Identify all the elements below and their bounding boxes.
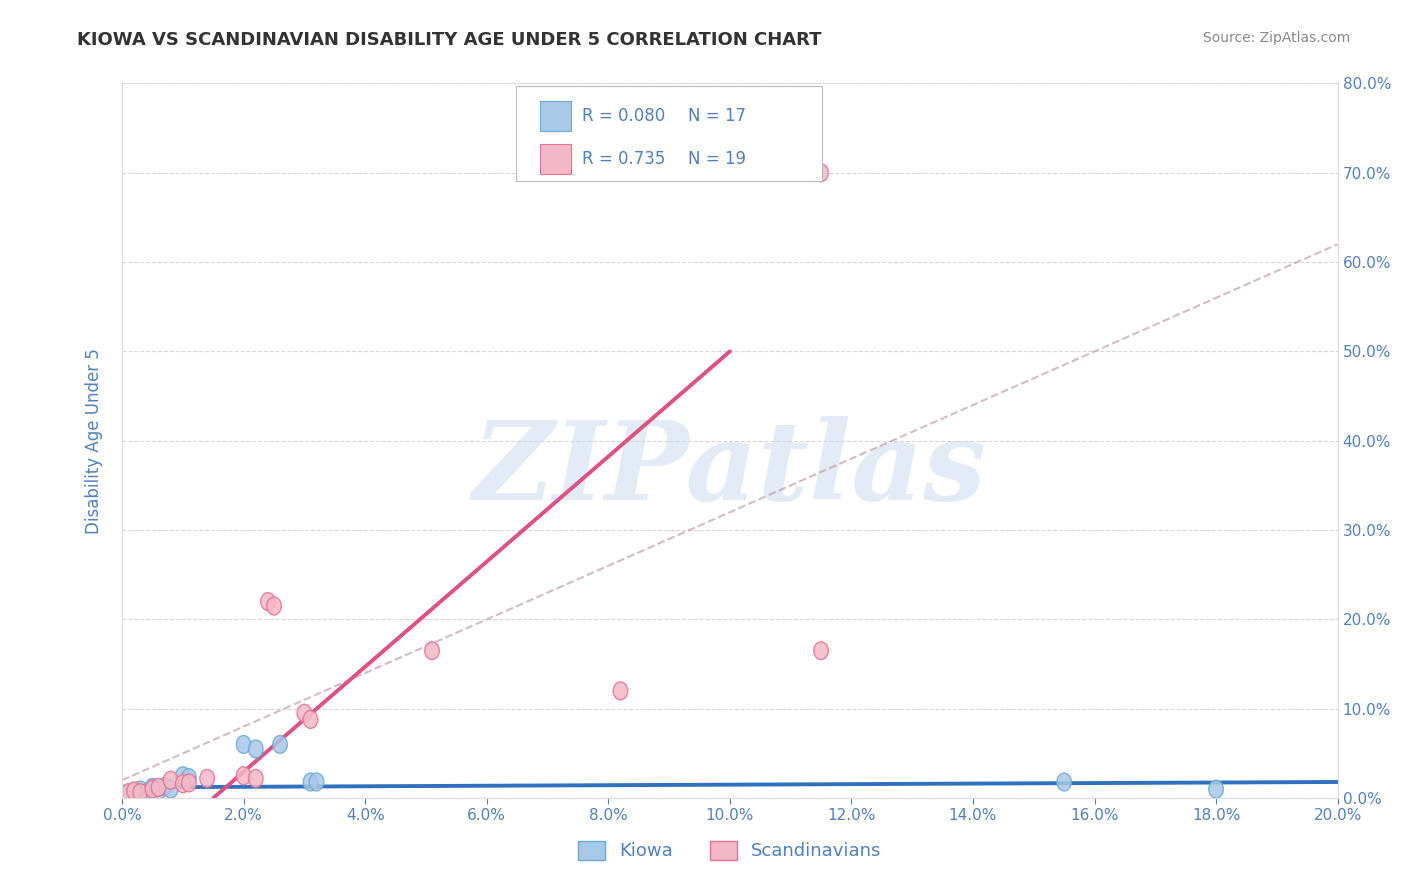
Ellipse shape	[236, 767, 250, 785]
Ellipse shape	[176, 767, 190, 785]
Ellipse shape	[139, 784, 153, 802]
Ellipse shape	[249, 740, 263, 758]
Ellipse shape	[152, 782, 166, 800]
Ellipse shape	[613, 682, 627, 700]
Ellipse shape	[236, 736, 250, 754]
Text: KIOWA VS SCANDINAVIAN DISABILITY AGE UNDER 5 CORRELATION CHART: KIOWA VS SCANDINAVIAN DISABILITY AGE UND…	[77, 31, 823, 49]
Ellipse shape	[260, 592, 276, 610]
Text: R = 0.080: R = 0.080	[582, 107, 665, 125]
Ellipse shape	[814, 641, 828, 659]
Ellipse shape	[134, 781, 148, 799]
Ellipse shape	[127, 782, 142, 800]
Ellipse shape	[163, 780, 179, 798]
Ellipse shape	[297, 705, 312, 723]
Ellipse shape	[304, 773, 318, 791]
Ellipse shape	[181, 774, 197, 792]
Ellipse shape	[121, 785, 135, 803]
Ellipse shape	[121, 784, 135, 802]
Ellipse shape	[273, 736, 287, 754]
Ellipse shape	[145, 780, 160, 798]
Ellipse shape	[152, 779, 166, 797]
Legend: Kiowa, Scandinavians: Kiowa, Scandinavians	[571, 834, 889, 868]
Ellipse shape	[267, 597, 281, 615]
Ellipse shape	[176, 775, 190, 793]
Ellipse shape	[249, 770, 263, 788]
Ellipse shape	[814, 164, 828, 182]
Ellipse shape	[163, 772, 179, 789]
Text: N = 17: N = 17	[688, 107, 745, 125]
Ellipse shape	[1209, 780, 1223, 798]
Ellipse shape	[309, 773, 323, 791]
Ellipse shape	[134, 784, 148, 802]
Ellipse shape	[181, 769, 197, 787]
Ellipse shape	[145, 779, 160, 797]
Ellipse shape	[1057, 773, 1071, 791]
Ellipse shape	[127, 783, 142, 801]
Text: N = 19: N = 19	[688, 150, 745, 169]
Ellipse shape	[200, 770, 215, 788]
Ellipse shape	[157, 778, 172, 796]
Text: Source: ZipAtlas.com: Source: ZipAtlas.com	[1202, 31, 1350, 45]
Ellipse shape	[304, 711, 318, 729]
Text: R = 0.735: R = 0.735	[582, 150, 665, 169]
Ellipse shape	[425, 641, 439, 659]
Text: ZIPatlas: ZIPatlas	[472, 416, 987, 523]
Y-axis label: Disability Age Under 5: Disability Age Under 5	[86, 348, 103, 533]
